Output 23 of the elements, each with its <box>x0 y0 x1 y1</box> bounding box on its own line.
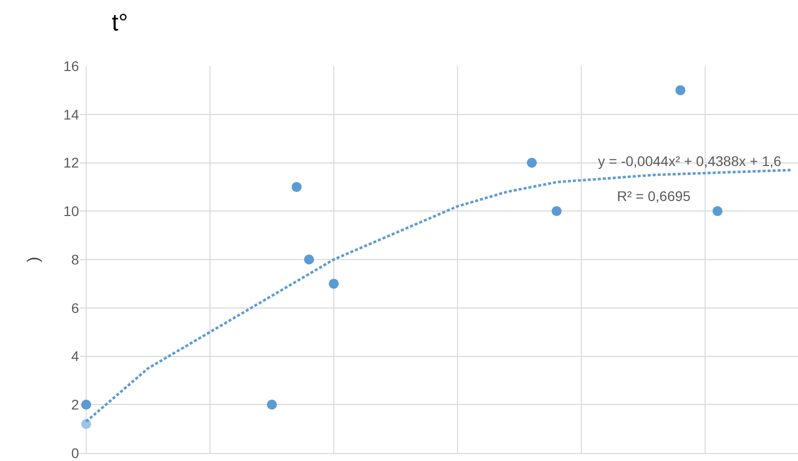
y-tick-label: 16 <box>63 58 80 74</box>
point <box>266 400 277 410</box>
y-axis-title: ) <box>25 256 42 262</box>
y-tick-label: 8 <box>71 251 80 268</box>
y-tick-label: 0 <box>71 444 80 461</box>
chart-title: t° <box>112 10 128 37</box>
point <box>292 182 302 192</box>
point <box>81 400 92 410</box>
annotation: R² = 0,6695 <box>617 188 691 204</box>
point <box>675 85 686 96</box>
annotation: y = -0,0044x² + 0,4388x + 1,6 <box>598 153 782 169</box>
y-tick-label: 10 <box>63 203 80 220</box>
point <box>328 278 339 289</box>
y-tick-label: 2 <box>71 396 80 413</box>
y-tick-label: 12 <box>63 154 80 171</box>
y-tick-label: 6 <box>71 300 80 316</box>
point <box>712 206 723 216</box>
point <box>304 254 314 264</box>
y-tick-label: 14 <box>63 106 80 122</box>
point <box>526 158 537 168</box>
point <box>81 418 92 429</box>
y-tick-label: 4 <box>71 348 80 364</box>
point <box>552 206 562 216</box>
